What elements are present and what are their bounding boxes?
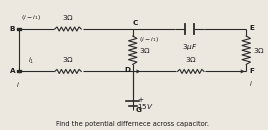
Text: F: F	[250, 68, 255, 74]
Text: A: A	[10, 68, 15, 74]
Text: B: B	[10, 26, 15, 32]
Text: $i$: $i$	[249, 79, 253, 87]
Text: $3\Omega$: $3\Omega$	[139, 46, 151, 55]
Text: $(i-i_1)$: $(i-i_1)$	[139, 35, 159, 44]
Text: Find the potential differnece across capacitor.: Find the potential differnece across cap…	[56, 121, 209, 127]
Text: $+$: $+$	[137, 95, 145, 104]
Text: $i_1$: $i_1$	[28, 55, 34, 66]
Text: $15V$: $15V$	[137, 102, 154, 111]
Text: $3\Omega$: $3\Omega$	[62, 13, 74, 22]
Text: $3\mu F$: $3\mu F$	[182, 42, 197, 52]
Text: $(i-i_1)$: $(i-i_1)$	[21, 13, 41, 22]
Text: $3\Omega$: $3\Omega$	[62, 55, 74, 64]
Text: $3\Omega$: $3\Omega$	[253, 46, 265, 55]
Text: E: E	[250, 25, 255, 31]
Text: G: G	[136, 107, 142, 113]
Text: D: D	[124, 67, 130, 73]
Bar	[17, 70, 21, 72]
Text: $i$: $i$	[16, 80, 20, 89]
Bar	[17, 28, 21, 30]
Text: $3\Omega$: $3\Omega$	[185, 55, 197, 64]
Text: C: C	[133, 20, 138, 26]
